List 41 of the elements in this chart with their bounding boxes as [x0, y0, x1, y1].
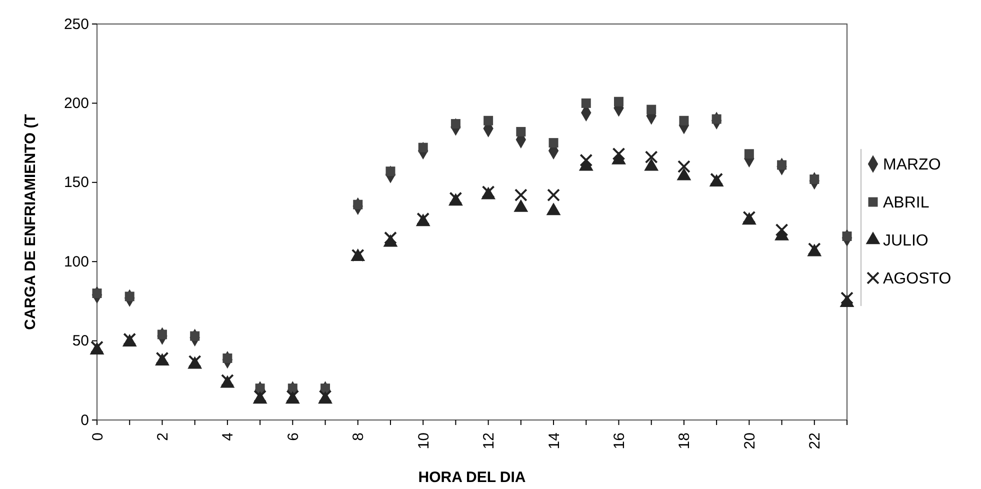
point — [581, 98, 591, 108]
point — [775, 223, 788, 236]
point — [677, 160, 690, 174]
x-tick-label: 2 — [154, 432, 172, 441]
x-tick-label: 14 — [546, 432, 563, 450]
point — [644, 150, 658, 164]
y-tick-label: 0 — [80, 412, 89, 429]
point — [516, 126, 526, 136]
y-tick-label: 150 — [64, 174, 89, 192]
x-tick-label: 20 — [741, 432, 758, 450]
y-tick-label: 250 — [64, 16, 89, 33]
point — [646, 104, 656, 114]
x-tick-label: 18 — [676, 432, 694, 450]
point — [744, 149, 754, 159]
legend-label: ABRIL — [883, 194, 930, 212]
point — [384, 231, 397, 244]
point — [614, 96, 624, 106]
x-tick-label: 6 — [284, 432, 302, 441]
x-tick-label: 16 — [610, 432, 628, 450]
point — [547, 188, 560, 202]
y-tick-label: 50 — [72, 332, 89, 350]
legend-label: MARZO — [883, 156, 941, 174]
point — [514, 188, 528, 202]
y-tick-label: 200 — [64, 95, 89, 112]
point — [612, 147, 626, 160]
y-tick-label: 100 — [64, 253, 89, 270]
point — [840, 292, 854, 305]
x-tick-label: 4 — [220, 432, 237, 441]
x-tick-label: 0 — [89, 432, 106, 441]
x-tick-label: 10 — [415, 432, 432, 450]
x-tick-label: 8 — [350, 432, 368, 441]
legend-label: JULIO — [883, 232, 928, 250]
x-tick-label: 22 — [806, 432, 824, 450]
x-axis-title: HORA DEL DIA — [418, 469, 526, 486]
point — [484, 116, 494, 126]
point — [679, 116, 689, 126]
point — [580, 154, 593, 167]
legend-label: AGOSTO — [883, 270, 952, 288]
y-axis-title: CARGA DE ENFRIAMIENTO (T — [22, 114, 39, 330]
point — [548, 138, 558, 148]
x-tick-label: 12 — [480, 432, 498, 450]
